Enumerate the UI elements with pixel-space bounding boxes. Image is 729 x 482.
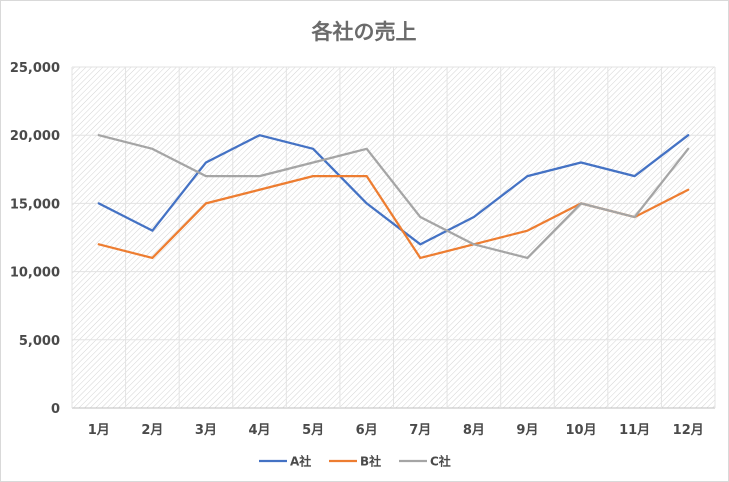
x-tick-label: 11月	[619, 423, 650, 438]
y-axis: 0 5,000 10,000 15,000 20,000 25,000	[10, 61, 60, 417]
x-tick-label: 7月	[409, 423, 431, 438]
y-tick-label: 20,000	[10, 129, 60, 144]
y-tick-label: 25,000	[10, 61, 60, 76]
series-line	[97, 134, 690, 260]
y-tick-label: 10,000	[10, 266, 60, 281]
y-tick-label: 15,000	[10, 197, 60, 212]
y-tick-label: 0	[51, 402, 60, 417]
legend-label: C社	[430, 454, 451, 469]
series-line	[97, 134, 690, 246]
x-tick-label: 9月	[516, 423, 538, 438]
x-tick-label: 3月	[195, 423, 217, 438]
x-tick-label: 10月	[565, 423, 596, 438]
legend-label: B社	[360, 454, 381, 469]
chart-title: 各社の売上	[311, 20, 417, 44]
x-tick-label: 4月	[249, 423, 271, 438]
x-tick-label: 1月	[88, 423, 110, 438]
x-tick-label: 5月	[302, 423, 324, 438]
series-lines	[97, 134, 690, 260]
legend: A社 B社 C社	[259, 454, 451, 469]
y-tick-label: 5,000	[19, 334, 60, 349]
x-tick-label: 8月	[463, 423, 485, 438]
x-tick-label: 6月	[356, 423, 378, 438]
x-tick-label: 12月	[673, 423, 704, 438]
x-axis: 1月 2月 3月 4月 5月 6月 7月 8月 9月 10月 11月 12月	[88, 423, 704, 438]
legend-label: A社	[290, 454, 311, 469]
x-tick-label: 2月	[141, 423, 163, 438]
